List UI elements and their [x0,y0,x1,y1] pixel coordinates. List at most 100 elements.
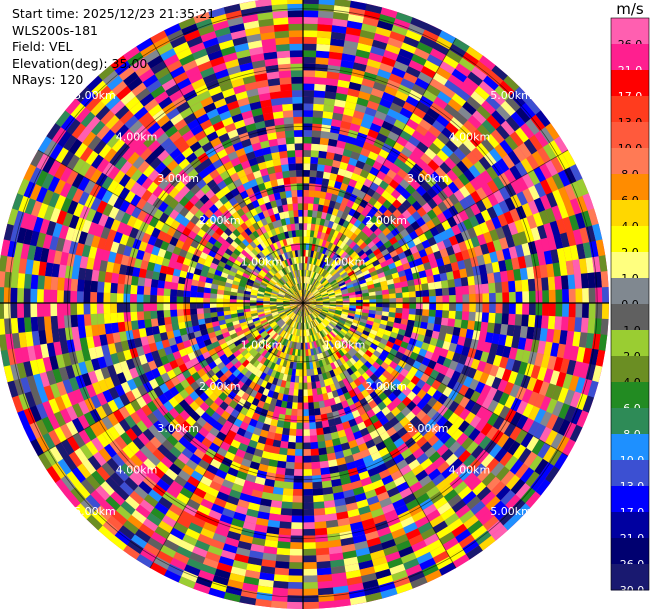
velocity-gate [401,199,412,210]
velocity-gate [352,144,363,154]
velocity-gate [362,299,370,304]
velocity-gate [592,365,603,383]
velocity-gate [485,495,501,511]
velocity-gate [569,244,579,261]
velocity-gate [365,220,375,229]
velocity-gate [415,296,423,304]
velocity-gate [306,229,311,237]
velocity-gate [287,595,303,603]
velocity-gate [514,280,523,293]
velocity-gate [540,411,553,428]
velocity-gate [324,506,337,515]
velocity-gate [150,286,158,296]
velocity-gate [330,243,337,252]
velocity-gate [346,135,357,145]
velocity-gate [507,440,521,456]
velocity-gate [553,234,564,250]
velocity-gate [302,369,307,377]
velocity-gate [550,432,564,450]
velocity-gate [352,210,362,220]
velocity-gate [415,492,430,505]
velocity-gate [542,290,550,304]
velocity-gate [494,143,508,159]
velocity-gate [190,308,198,315]
velocity-gate [414,340,424,349]
velocity-gate [312,271,317,279]
velocity-gate [367,357,376,366]
velocity-gate [525,491,541,508]
velocity-gate [527,314,536,328]
velocity-gate [551,173,565,190]
velocity-gate [313,103,325,112]
velocity-gate [516,400,528,415]
velocity-gate [165,323,173,332]
velocity-gate [331,208,339,217]
velocity-gate [442,185,454,198]
velocity-gate [331,222,339,231]
velocity-gate [303,50,317,58]
velocity-gate [348,312,356,317]
velocity-gate [286,448,296,456]
velocity-gate [475,199,487,213]
velocity-gate [387,131,400,142]
velocity-gate [498,80,515,97]
velocity-gate [103,312,112,324]
velocity-gate [582,347,593,365]
velocity-gate [578,332,588,348]
velocity-gate [515,291,523,304]
velocity-gate [362,483,375,493]
velocity-gate [377,256,386,264]
velocity-gate [507,370,519,385]
velocity-gate [396,427,408,438]
velocity-gate [480,351,490,363]
velocity-gate [348,291,356,296]
velocity-gate [170,295,177,303]
velocity-gate [368,365,378,374]
velocity-gate [400,448,413,460]
velocity-gate [330,236,337,244]
velocity-gate [363,326,372,333]
velocity-gate [601,303,609,320]
velocity-gate [343,107,355,117]
velocity-gate [294,328,298,336]
velocity-gate [335,296,343,300]
velocity-gate [341,311,349,316]
velocity-gate [542,446,557,463]
velocity-gate [374,219,383,228]
velocity-gate [587,380,599,398]
velocity-gate [312,494,324,503]
velocity-gate [527,200,540,215]
velocity-gate [413,546,430,559]
velocity-gate [550,249,560,264]
velocity-gate [528,290,536,304]
velocity-gate [311,257,316,265]
velocity-gate [244,569,261,579]
velocity-gate [332,112,344,121]
velocity-gate [358,263,367,270]
velocity-gate [323,433,332,441]
velocity-gate [351,116,363,126]
velocity-gate [322,296,329,299]
velocity-gate [277,541,291,549]
velocity-gate [320,321,327,328]
velocity-gate [471,147,485,161]
velocity-gate [482,293,490,304]
velocity-gate [136,294,144,303]
velocity-gate [302,568,318,576]
velocity-gate [391,397,402,407]
velocity-gate [540,194,552,211]
velocity-gate [313,326,319,334]
velocity-gate [322,205,329,214]
velocity-gate [334,288,341,293]
velocity-gate [384,137,397,148]
velocity-gate [339,225,347,234]
velocity-gate [433,346,443,356]
velocity-gate [322,297,330,300]
velocity-gate [499,237,509,250]
velocity-gate [412,251,421,261]
velocity-gate [467,115,482,130]
velocity-gate [499,139,513,155]
velocity-gate [336,298,343,302]
velocity-gate [495,485,511,501]
velocity-gate [318,323,324,330]
